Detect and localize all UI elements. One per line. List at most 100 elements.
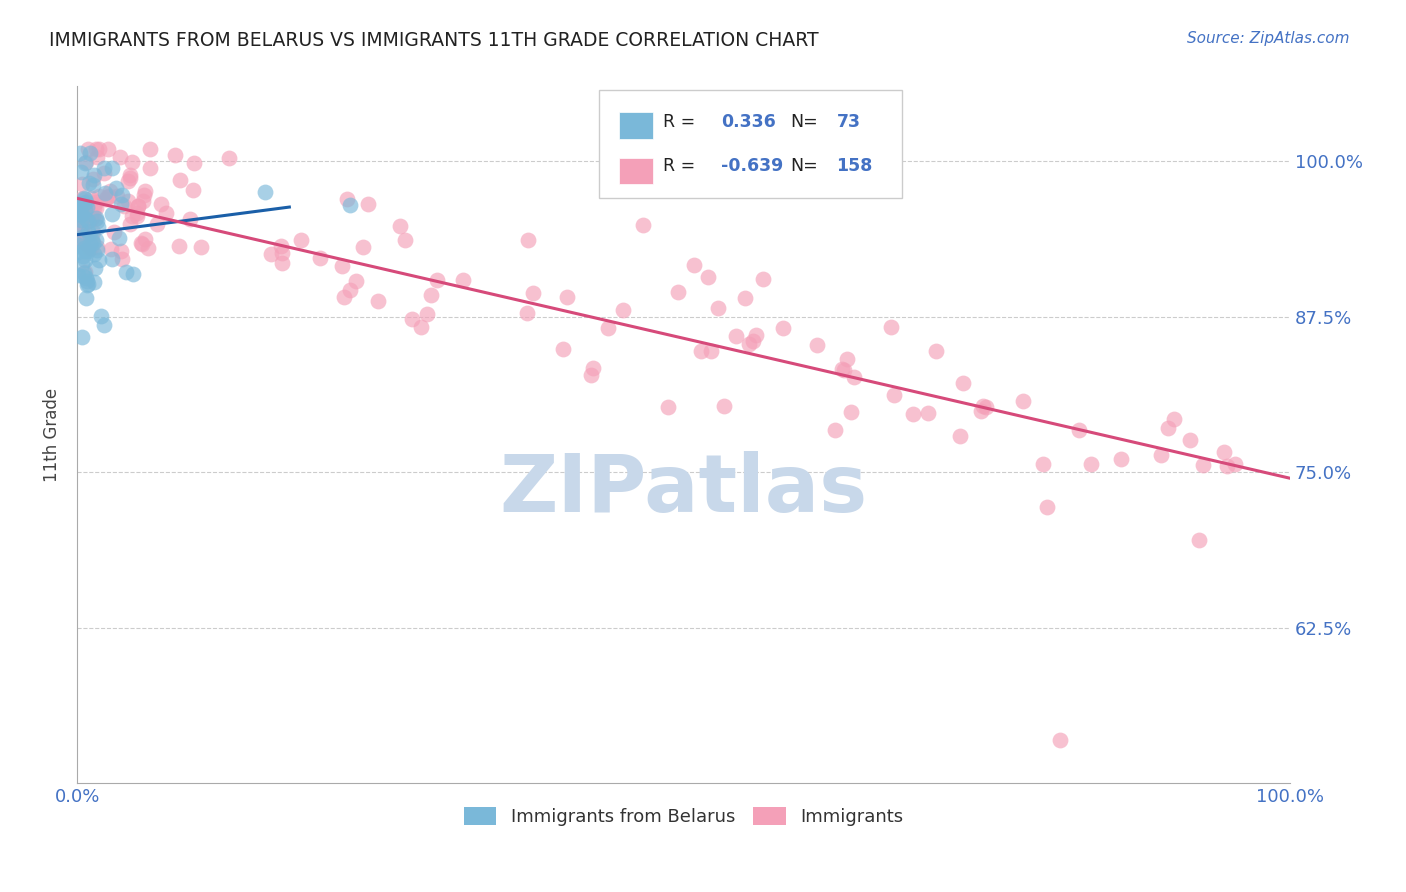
Point: [69, 192, 91, 206]
Point: [70, 177, 93, 191]
Point: [84, 201, 107, 215]
Point: [724, 328, 747, 343]
Point: [842, 370, 865, 384]
Point: [111, 252, 134, 267]
Point: [555, 290, 578, 304]
Point: [97, 142, 120, 156]
Point: [831, 362, 853, 376]
Point: [218, 152, 240, 166]
Point: [83, 202, 105, 216]
Point: [339, 284, 361, 298]
Point: [69, 229, 91, 244]
Point: [806, 338, 828, 352]
Text: -0.639: -0.639: [721, 157, 783, 175]
Bar: [619, 112, 654, 139]
Point: [72, 229, 94, 244]
Text: 73: 73: [837, 112, 860, 130]
Point: [72, 204, 94, 219]
Point: [83, 247, 105, 261]
Point: [69, 206, 91, 220]
Point: [82, 178, 104, 193]
Point: [118, 217, 141, 231]
Point: [835, 351, 858, 366]
Point: [67, 268, 90, 283]
Point: [69, 202, 91, 216]
Point: [110, 197, 132, 211]
Point: [127, 199, 149, 213]
Point: [1223, 457, 1246, 471]
Point: [83, 169, 105, 183]
Point: [86, 150, 108, 164]
Point: [839, 404, 862, 418]
Point: [183, 156, 205, 170]
Point: [84, 261, 107, 276]
Point: [339, 197, 361, 211]
Point: [75, 244, 97, 258]
Point: [100, 242, 122, 256]
Point: [75, 235, 97, 250]
Point: [67, 202, 90, 217]
Point: [77, 227, 100, 241]
Point: [86, 214, 108, 228]
Point: [73, 267, 96, 281]
Point: [103, 225, 125, 239]
Point: [772, 320, 794, 334]
Point: [742, 334, 765, 348]
Point: [79, 191, 101, 205]
Point: [70, 220, 93, 235]
Point: [75, 291, 97, 305]
Point: [75, 253, 97, 268]
Point: [129, 236, 152, 251]
Point: [93, 318, 115, 332]
Point: [66, 203, 89, 218]
Point: [75, 243, 97, 257]
Point: [1150, 448, 1173, 462]
Point: [738, 336, 761, 351]
Point: [139, 142, 162, 156]
Point: [1188, 533, 1211, 548]
Point: [949, 429, 972, 443]
Point: [165, 148, 187, 162]
Point: [917, 406, 939, 420]
Point: [79, 211, 101, 226]
Point: [972, 399, 994, 413]
Point: [118, 170, 141, 185]
Point: [94, 192, 117, 206]
Text: 0.336: 0.336: [721, 112, 776, 130]
Point: [76, 277, 98, 292]
Point: [84, 211, 107, 226]
Point: [101, 252, 124, 266]
Point: [270, 256, 292, 270]
Point: [79, 177, 101, 191]
Point: [1032, 457, 1054, 471]
Point: [426, 272, 449, 286]
Point: [76, 274, 98, 288]
Point: [110, 244, 132, 258]
Point: [697, 269, 720, 284]
Point: [125, 206, 148, 220]
Point: [75, 212, 97, 227]
Point: [134, 232, 156, 246]
Point: [582, 361, 605, 376]
Point: [98, 184, 121, 198]
Point: [344, 274, 367, 288]
Point: [136, 241, 159, 255]
Point: [115, 265, 138, 279]
Point: [1216, 459, 1239, 474]
Point: [69, 221, 91, 235]
Point: [80, 233, 103, 247]
Point: [76, 243, 98, 257]
Point: [879, 320, 901, 334]
Point: [89, 142, 111, 156]
Point: [90, 309, 112, 323]
Point: [67, 197, 90, 211]
Point: [70, 213, 93, 227]
Bar: [619, 158, 654, 185]
Point: [127, 199, 149, 213]
Point: [72, 249, 94, 263]
Point: [139, 161, 162, 176]
Point: [77, 242, 100, 256]
Point: [155, 206, 177, 220]
Point: [824, 424, 846, 438]
Point: [86, 240, 108, 254]
